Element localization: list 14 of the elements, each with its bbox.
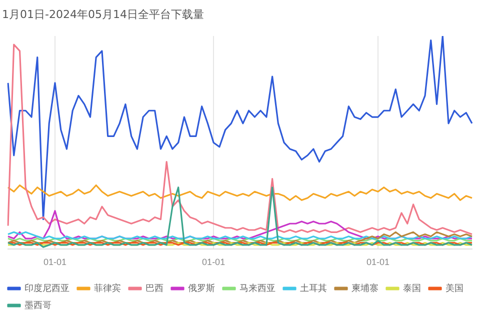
legend-label: 土耳其: [300, 282, 327, 293]
legend-label: 柬埔寨: [352, 282, 378, 293]
x-tick-label: 01-01: [202, 257, 226, 268]
legend-label: 马来西亚: [240, 282, 276, 293]
chart-title: 1月01日-2024年05月14日全平台下载量: [2, 7, 204, 23]
legend-label: 俄罗斯: [188, 282, 215, 293]
legend-label: 墨西哥: [24, 300, 52, 310]
legend-label: 美国: [446, 282, 464, 293]
legend-label: 泰国: [403, 282, 421, 293]
x-tick-label: 01-01: [366, 257, 390, 268]
x-tick-label: 01-01: [43, 257, 67, 268]
legend-label: 印度尼西亚: [24, 282, 70, 293]
legend-label: 菲律宾: [94, 282, 121, 293]
legend-label: 巴西: [146, 282, 164, 293]
